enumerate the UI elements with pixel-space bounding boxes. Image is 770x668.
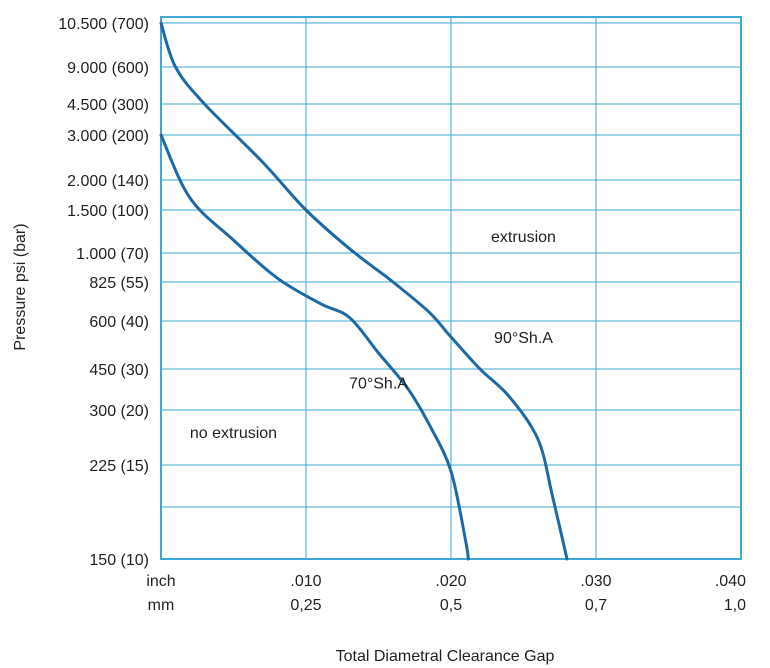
annotations: extrusion 90°Sh.A 70°Sh.A no extrusion xyxy=(190,229,556,442)
x-tick-label-mm: 0,25 xyxy=(290,597,321,614)
y-tick-label: 450 (30) xyxy=(89,362,149,379)
y-tick-label: 9.000 (600) xyxy=(67,60,149,77)
x-tick-label-mm: 0,5 xyxy=(440,597,462,614)
x-unit-label-mm: mm xyxy=(148,597,175,614)
y-tick-label: 3.000 (200) xyxy=(67,128,149,145)
series-line-70-sha xyxy=(159,133,470,561)
y-tick-label: 600 (40) xyxy=(89,314,149,331)
y-tick-label: 1.500 (100) xyxy=(67,203,149,220)
y-tick-label: 4.500 (300) xyxy=(67,97,149,114)
annotation-label: 70°Sh.A xyxy=(349,376,408,393)
y-tick-label: 10.500 (700) xyxy=(58,16,149,33)
x-axis-title: Total Diametral Clearance Gap xyxy=(336,648,555,665)
grid-lines xyxy=(161,17,741,560)
annotation-label: no extrusion xyxy=(190,425,277,442)
y-tick-label: 1.000 (70) xyxy=(76,246,149,263)
y-tick-label: 225 (15) xyxy=(89,458,149,475)
x-unit-label-inch: inch xyxy=(146,573,175,590)
y-tick-label: 825 (55) xyxy=(89,275,149,292)
x-tick-label-mm: 1,0 xyxy=(724,597,746,614)
y-tick-label: 150 (10) xyxy=(89,552,149,569)
series-lines xyxy=(159,21,569,561)
x-tick-label-inch: .020 xyxy=(435,573,466,590)
series-line-90-sha xyxy=(159,21,569,561)
x-tick-label-mm: 0,7 xyxy=(585,597,607,614)
annotation-label: 90°Sh.A xyxy=(494,330,553,347)
annotation-label: extrusion xyxy=(491,229,556,246)
x-tick-label-inch: .010 xyxy=(290,573,321,590)
x-tick-labels: inch mm .010 0,25 .020 0,5 .030 0,7 .040 1,0 xyxy=(146,573,746,614)
y-tick-label: 2.000 (140) xyxy=(67,173,149,190)
x-tick-label-inch: .040 xyxy=(715,573,746,590)
y-axis-title: Pressure psi (bar) xyxy=(12,223,29,350)
plot-frame xyxy=(160,16,742,560)
y-tick-labels: 10.500 (700) 9.000 (600) 4.500 (300) 3.000 … xyxy=(58,16,149,569)
x-tick-label-inch: .030 xyxy=(580,573,611,590)
y-tick-label: 300 (20) xyxy=(89,403,149,420)
